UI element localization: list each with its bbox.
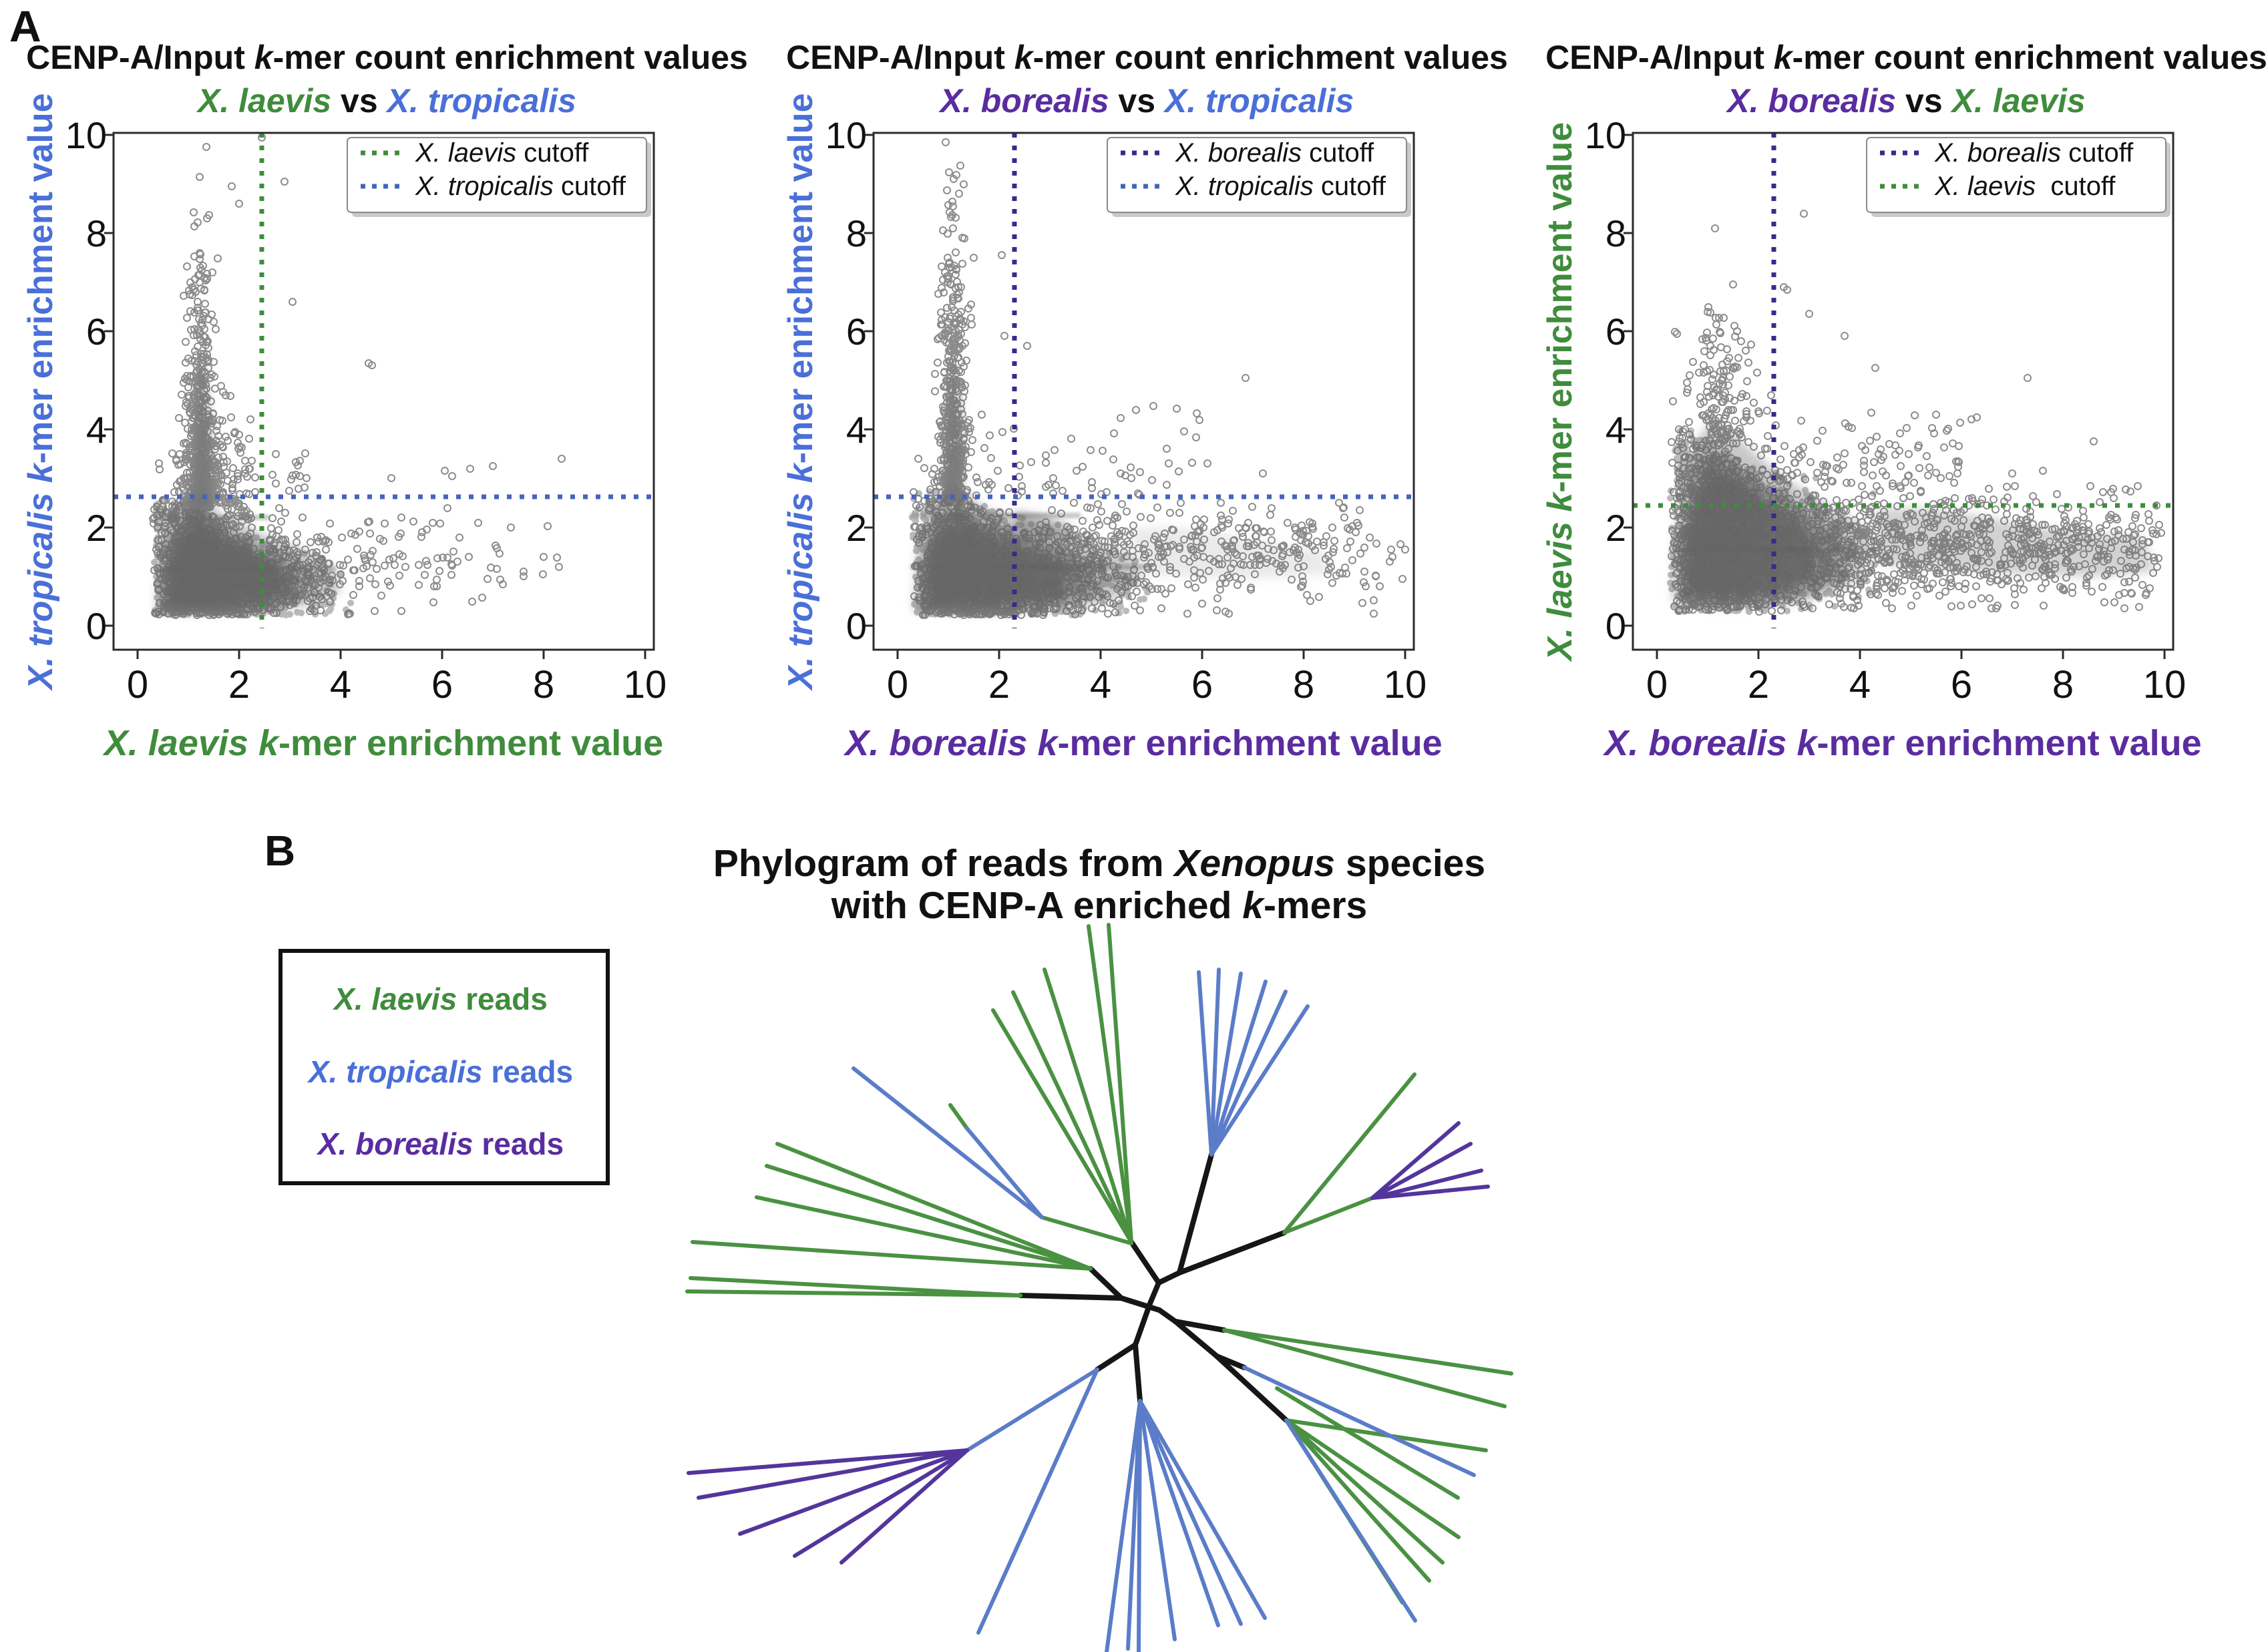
svg-text:0: 0 bbox=[1605, 605, 1626, 647]
svg-text:X. borealis k-mer enrichment v: X. borealis k-mer enrichment value bbox=[1602, 723, 2201, 763]
svg-text:X. laevis cutoff: X. laevis cutoff bbox=[415, 138, 589, 168]
svg-text:X. tropicalis cutoff: X. tropicalis cutoff bbox=[1175, 172, 1386, 201]
svg-text:4: 4 bbox=[330, 663, 351, 706]
svg-text:X. laevis k-mer enrichment val: X. laevis k-mer enrichment value bbox=[1541, 122, 1579, 662]
svg-text:4: 4 bbox=[846, 409, 867, 451]
svg-text:10: 10 bbox=[65, 114, 107, 156]
svg-text:8: 8 bbox=[86, 212, 107, 254]
svg-text:X. laevis vs X. tropicalis: X. laevis vs X. tropicalis bbox=[196, 82, 576, 120]
svg-text:CENP-A/Input k-mer count enric: CENP-A/Input k-mer count enrichment valu… bbox=[26, 39, 748, 76]
svg-text:B: B bbox=[264, 827, 295, 875]
svg-text:CENP-A/Input k-mer count enric: CENP-A/Input k-mer count enrichment valu… bbox=[786, 39, 1508, 76]
svg-text:0: 0 bbox=[1646, 663, 1668, 706]
svg-text:0: 0 bbox=[846, 605, 867, 647]
svg-text:6: 6 bbox=[1191, 663, 1213, 706]
svg-text:6: 6 bbox=[1605, 311, 1626, 353]
svg-text:8: 8 bbox=[2052, 663, 2074, 706]
svg-text:2: 2 bbox=[228, 663, 250, 706]
svg-text:X. tropicalis cutoff: X. tropicalis cutoff bbox=[415, 172, 626, 201]
svg-text:X. laevis reads: X. laevis reads bbox=[332, 982, 548, 1016]
svg-text:X. tropicalis k-mer enrichment: X. tropicalis k-mer enrichment value bbox=[21, 93, 60, 691]
svg-text:6: 6 bbox=[1951, 663, 1972, 706]
svg-text:2: 2 bbox=[988, 663, 1010, 706]
svg-text:X. borealis vs X. tropicalis: X. borealis vs X. tropicalis bbox=[938, 82, 1354, 120]
svg-text:X. tropicalis reads: X. tropicalis reads bbox=[307, 1054, 573, 1089]
svg-text:2: 2 bbox=[1748, 663, 1769, 706]
svg-text:0: 0 bbox=[887, 663, 908, 706]
svg-text:X. borealis reads: X. borealis reads bbox=[316, 1126, 564, 1161]
svg-text:10: 10 bbox=[1384, 663, 1427, 706]
svg-text:X. borealis cutoff: X. borealis cutoff bbox=[1934, 138, 2134, 168]
svg-text:X. borealis cutoff: X. borealis cutoff bbox=[1175, 138, 1374, 168]
svg-text:10: 10 bbox=[2143, 663, 2187, 706]
svg-text:0: 0 bbox=[127, 663, 148, 706]
svg-text:2: 2 bbox=[1605, 507, 1626, 549]
svg-text:X. tropicalis k-mer enrichment: X. tropicalis k-mer enrichment value bbox=[781, 93, 820, 691]
svg-text:CENP-A/Input k-mer count enric: CENP-A/Input k-mer count enrichment valu… bbox=[1545, 39, 2267, 76]
svg-text:A: A bbox=[9, 1, 41, 51]
svg-text:4: 4 bbox=[1605, 409, 1626, 451]
svg-text:Phylogram of reads from Xenopu: Phylogram of reads from Xenopus species bbox=[713, 842, 1485, 885]
svg-text:4: 4 bbox=[86, 409, 107, 451]
svg-text:with CENP-A enriched k-mers: with CENP-A enriched k-mers bbox=[831, 884, 1367, 927]
svg-text:2: 2 bbox=[846, 507, 867, 549]
svg-text:2: 2 bbox=[86, 507, 107, 549]
svg-text:6: 6 bbox=[846, 311, 867, 353]
svg-text:8: 8 bbox=[1293, 663, 1314, 706]
svg-text:X. borealis vs X. laevis: X. borealis vs X. laevis bbox=[1725, 82, 2085, 120]
svg-text:4: 4 bbox=[1090, 663, 1111, 706]
svg-text:10: 10 bbox=[825, 114, 867, 156]
svg-text:X. laevis k-mer enrichment val: X. laevis k-mer enrichment value bbox=[102, 723, 663, 763]
svg-text:6: 6 bbox=[86, 311, 107, 353]
svg-text:10: 10 bbox=[624, 663, 667, 706]
svg-text:0: 0 bbox=[86, 605, 107, 647]
svg-text:8: 8 bbox=[846, 212, 867, 254]
svg-text:6: 6 bbox=[431, 663, 453, 706]
svg-text:4: 4 bbox=[1849, 663, 1871, 706]
svg-text:X. laevis cutoff: X. laevis cutoff bbox=[1934, 172, 2116, 201]
svg-text:X. borealis k-mer enrichment v: X. borealis k-mer enrichment value bbox=[843, 723, 1442, 763]
svg-text:10: 10 bbox=[1585, 114, 1626, 156]
svg-text:8: 8 bbox=[1605, 212, 1626, 254]
svg-text:8: 8 bbox=[533, 663, 554, 706]
